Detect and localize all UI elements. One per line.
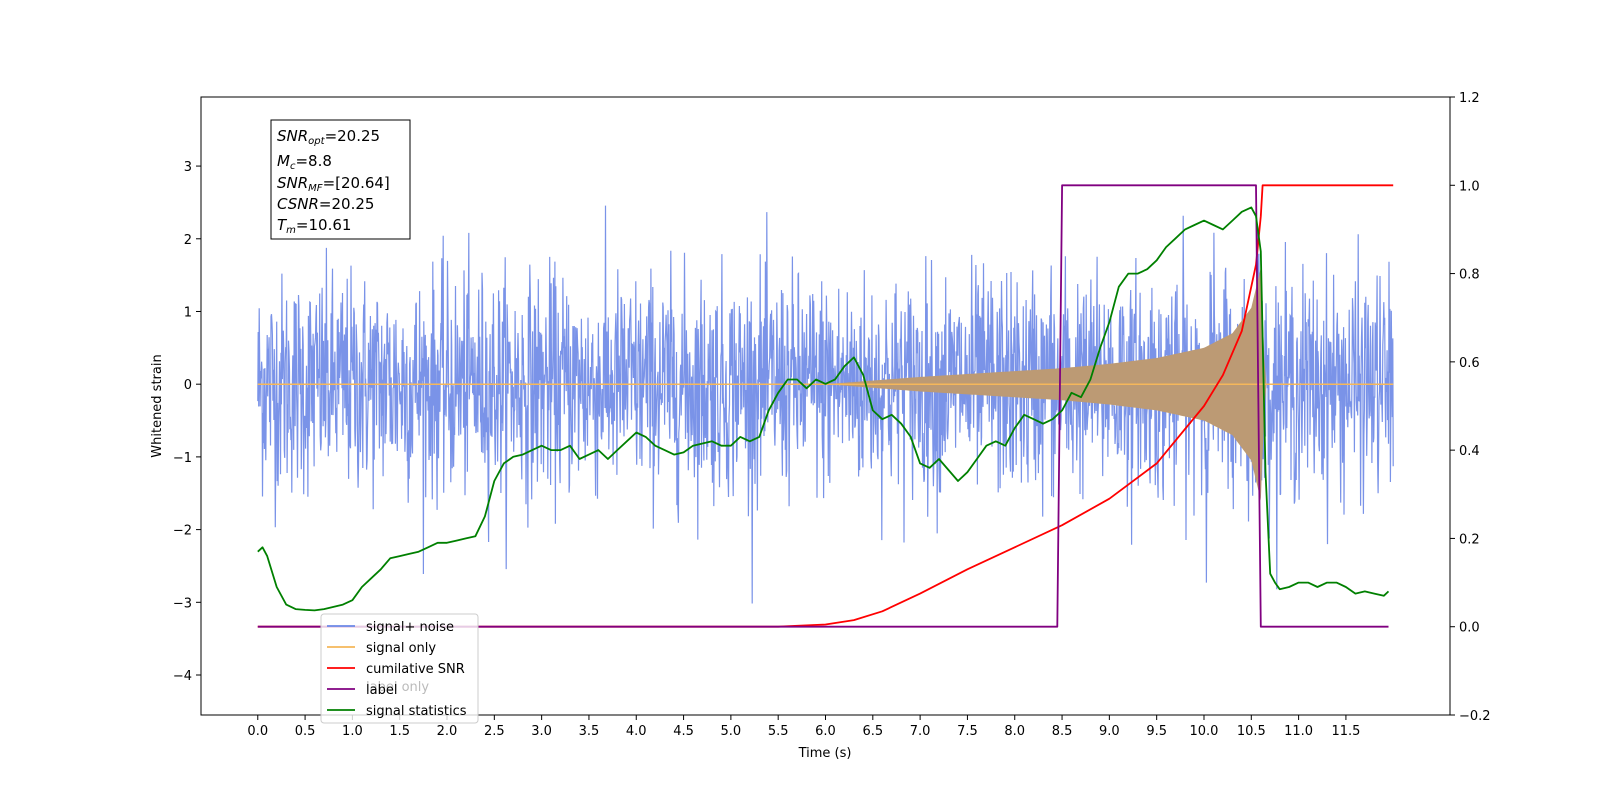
y2-tick-label: 0.4 — [1459, 444, 1480, 459]
x-tick-label: 9.0 — [1099, 724, 1120, 739]
y-tick-label: −1 — [173, 451, 192, 466]
x-tick-label: 10.5 — [1237, 724, 1266, 739]
legend-frame — [320, 613, 479, 724]
series-label — [257, 184, 1389, 628]
x-tick-label: 11.5 — [1331, 724, 1360, 739]
x-tick-label: 6.0 — [815, 724, 836, 739]
y-axis-label: Whitened strain — [150, 354, 165, 457]
annotation-snr-opt: SNRopt=20.25 — [277, 127, 380, 147]
series-signal-statistics — [257, 206, 1390, 612]
y-tick-label: 3 — [184, 160, 192, 175]
legend: label only signal+ noise signal only cumil… — [320, 613, 479, 724]
x-tick-label: 10.0 — [1190, 724, 1219, 739]
annotation-mc: Mc=8.8 — [277, 152, 332, 172]
annotation-csnr: CSNR=20.25 — [277, 195, 374, 213]
x-tick-label: 3.5 — [579, 724, 600, 739]
legend-entry: label — [366, 683, 397, 698]
y2-axis-ticks: 1.2 1.0 0.8 0.6 0.4 0.2 0.0 −0.2 — [1450, 91, 1491, 724]
y2-tick-label: 0.6 — [1459, 356, 1480, 371]
y2-tick-label: 0.0 — [1459, 621, 1480, 636]
y2-tick-label: 0.2 — [1459, 532, 1480, 547]
x-tick-label: 4.0 — [626, 724, 647, 739]
legend-entry: signal only — [366, 641, 436, 656]
legend-hidden-entry: label only — [366, 680, 429, 695]
y-tick-label: −4 — [173, 669, 192, 684]
y2-tick-label: −0.2 — [1459, 709, 1491, 724]
x-tick-label: 0.5 — [295, 724, 316, 739]
y-tick-label: −3 — [173, 596, 192, 611]
x-tick-label: 1.5 — [389, 724, 410, 739]
x-tick-label: 11.0 — [1284, 724, 1313, 739]
x-tick-label: 3.0 — [531, 724, 552, 739]
y2-tick-label: 1.0 — [1459, 179, 1480, 194]
legend-entry: signal statistics — [366, 704, 467, 719]
series-layer — [257, 184, 1394, 628]
y-tick-label: 2 — [184, 233, 192, 248]
x-tick-label: 8.0 — [1004, 724, 1025, 739]
x-axis-ticks: 0.0 0.5 1.0 1.5 2.0 2.5 3.0 3.5 4.0 4.5 5.0 5.5 6.0 6… — [247, 715, 1360, 739]
x-tick-label: 5.5 — [768, 724, 789, 739]
x-tick-label: 7.0 — [910, 724, 931, 739]
y-tick-label: 0 — [184, 378, 192, 393]
x-tick-label: 5.0 — [721, 724, 742, 739]
y-tick-label: 1 — [184, 305, 192, 320]
x-tick-label: 8.5 — [1052, 724, 1073, 739]
x-tick-label: 4.5 — [673, 724, 694, 739]
x-tick-label: 6.5 — [862, 724, 883, 739]
x-tick-label: 2.0 — [437, 724, 458, 739]
y2-tick-label: 1.2 — [1459, 91, 1480, 106]
legend-entry: signal+ noise — [366, 620, 454, 635]
x-axis-label: Time (s) — [798, 746, 852, 761]
legend-entry: cumilative SNR — [366, 662, 465, 677]
y2-tick-label: 0.8 — [1459, 268, 1480, 283]
annotation-box: SNRopt=20.25 Mc=8.8 SNRMF=[20.64] CSNR=2… — [270, 119, 411, 240]
x-tick-label: 0.0 — [247, 724, 268, 739]
x-tick-label: 1.0 — [342, 724, 363, 739]
y-axis-ticks: 3 2 1 0 −1 −2 −3 −4 — [173, 160, 201, 684]
annotation-tm: Tm=10.61 — [277, 216, 351, 236]
x-tick-label: 9.5 — [1146, 724, 1167, 739]
y-tick-label: −2 — [173, 524, 192, 539]
annotation-snr-mf: SNRMF=[20.64] — [277, 174, 390, 194]
x-tick-label: 7.5 — [957, 724, 978, 739]
x-tick-label: 2.5 — [484, 724, 505, 739]
